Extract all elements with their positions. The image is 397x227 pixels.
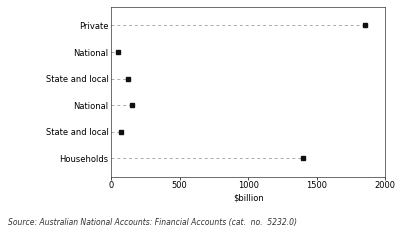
X-axis label: $billion: $billion [233, 193, 264, 202]
Text: Source: Australian National Accounts: Financial Accounts (cat.  no.  5232.0): Source: Australian National Accounts: Fi… [8, 218, 297, 227]
